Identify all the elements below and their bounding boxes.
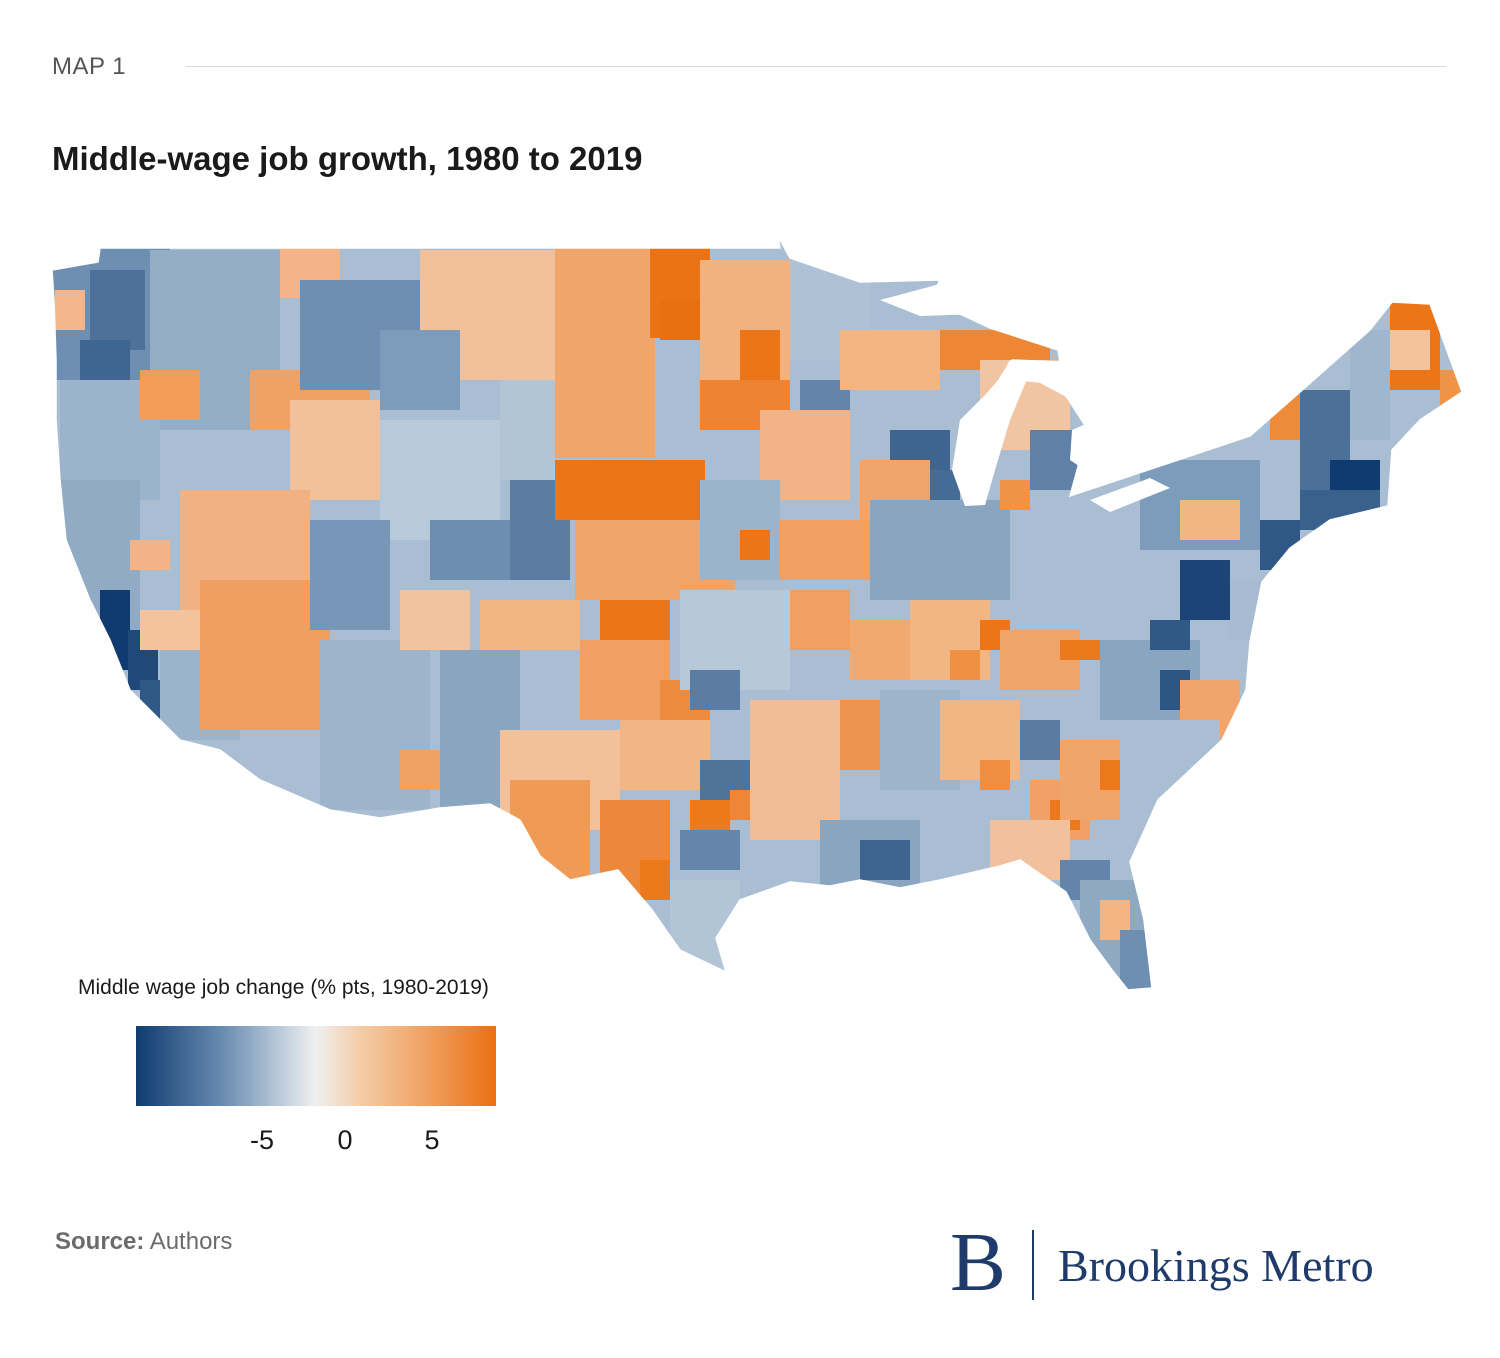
- us-outline: [51, 235, 1463, 991]
- source-note: Source: Authors: [55, 1228, 232, 1256]
- kicker-divider: [186, 66, 1446, 67]
- us-choropleth-map: [51, 235, 1463, 991]
- lake-erie: [1090, 478, 1170, 512]
- legend-tick: -5: [249, 1125, 275, 1155]
- source-label: Source:: [55, 1228, 145, 1255]
- brookings-metro-logo: B Brookings Metro: [950, 1218, 1470, 1308]
- lake-superior: [880, 284, 1000, 316]
- legend-tick: 0: [337, 1125, 353, 1155]
- map-title: Middle-wage job growth, 1980 to 2019: [52, 140, 643, 177]
- legend-tick: 5: [424, 1125, 440, 1155]
- lake-huron: [1070, 420, 1105, 470]
- source-value: Authors: [144, 1228, 233, 1255]
- brand-name: Brookings Metro: [1058, 1240, 1374, 1291]
- map-kicker: MAP 1: [52, 53, 127, 80]
- lake-michigan: [952, 360, 1030, 506]
- brand-divider: [1032, 1230, 1034, 1300]
- brand-logo-letter: B: [950, 1216, 1007, 1309]
- legend-color-scale: [136, 1026, 496, 1106]
- legend-title: Middle wage job change (% pts, 1980-2019…: [78, 976, 489, 999]
